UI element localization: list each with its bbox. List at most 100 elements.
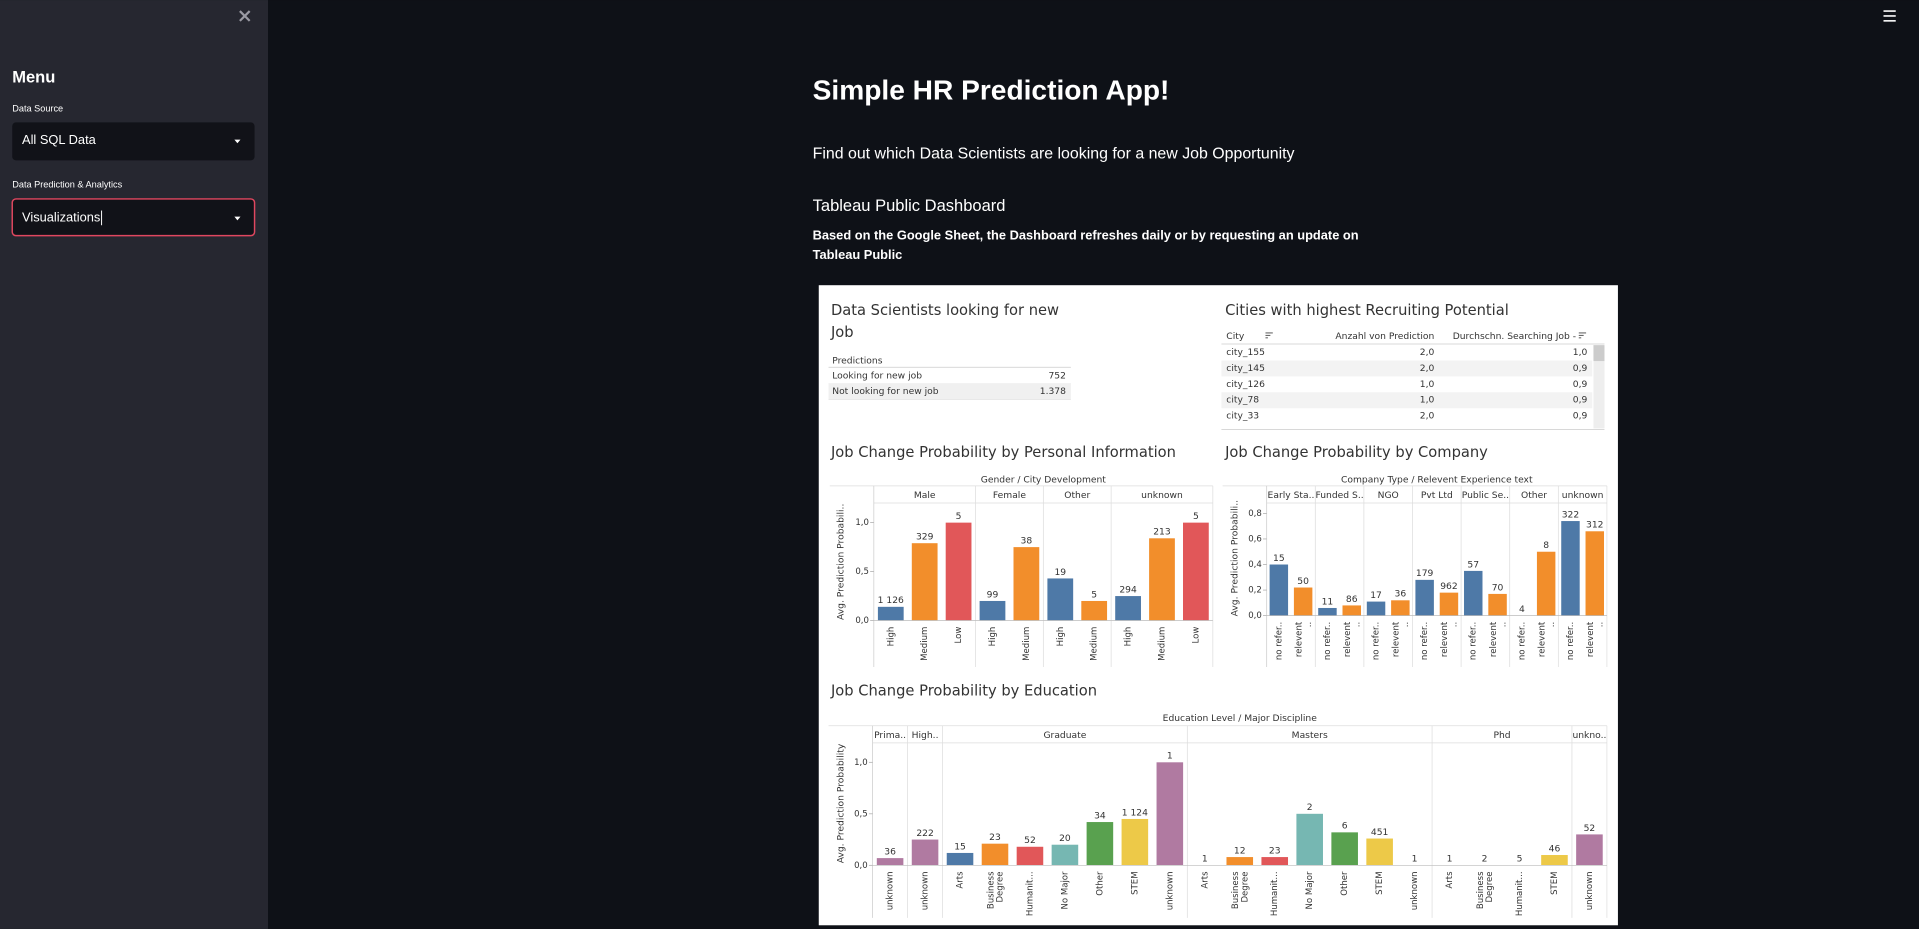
y-axis-label: Avg. Prediction Probabili.. [835, 504, 846, 620]
x-tick-label: no refer.. [1372, 622, 1382, 660]
bar-count-label: 23 [989, 832, 1001, 843]
x-tick-label: unknown [1165, 871, 1175, 910]
group-label: Graduate [1043, 730, 1086, 741]
column-header: Durchschn. Searching Job - [1453, 331, 1576, 342]
x-tick-label: Medium [1090, 627, 1100, 661]
bar-count-label: 222 [916, 828, 933, 839]
tableau-dashboard: Data Scientists looking for new Job Predic… [818, 285, 1618, 926]
table-cell: Not looking for new job [832, 386, 939, 397]
group-label: Pvt Ltd [1421, 490, 1453, 501]
group-label: unknown [1141, 490, 1183, 501]
bar-count-label: 179 [1416, 568, 1434, 579]
x-tick-label: unknown [1410, 871, 1420, 910]
table-cell: city_78 [1226, 395, 1259, 406]
bar [876, 858, 904, 866]
x-tick-label: unknown [1585, 871, 1595, 910]
x-tick-label: STEM [1130, 871, 1140, 894]
bar [1576, 834, 1603, 866]
x-tick-label: no refer.. [1420, 622, 1430, 660]
bar [1464, 570, 1483, 616]
y-tick-label: 0,5 [854, 809, 868, 819]
panel-title: Cities with highest Recruiting Potential [1225, 302, 1509, 319]
bar [1293, 587, 1313, 616]
y-tick-label: 0,8 [1248, 509, 1262, 519]
sidebar-title: Menu [12, 68, 55, 87]
select-value: Visualizations [22, 209, 100, 224]
bar-count-label: 12 [1234, 845, 1246, 856]
bar [1226, 857, 1254, 866]
bar-count-label: 20 [1059, 833, 1071, 844]
bar-count-label: 15 [1273, 553, 1285, 564]
table-cell: 2,0 [1420, 347, 1435, 358]
x-tick-label: no refer.. [1323, 622, 1333, 660]
close-button[interactable] [239, 10, 251, 22]
bar [1115, 596, 1141, 621]
group-label: Prima.. [874, 730, 906, 741]
bar-count-label: 36 [1395, 589, 1407, 600]
table-cell: 0,9 [1573, 395, 1588, 406]
x-tick-label: Arts [956, 871, 966, 889]
bar [1561, 521, 1580, 616]
bar-count-label: 38 [1021, 535, 1033, 546]
x-tick-label: unknown [921, 871, 931, 910]
hamburger-menu[interactable] [1883, 10, 1896, 22]
y-tick-label: 1,0 [855, 518, 869, 528]
bar-count-label: 52 [1024, 835, 1036, 846]
bar-count-label: 312 [1586, 520, 1603, 531]
bar [911, 839, 939, 866]
group-label: unknown [1562, 490, 1604, 501]
y-axis-label: Avg. Prediction Probabili.. [1229, 500, 1240, 616]
bar [945, 522, 972, 621]
table-cell: city_155 [1226, 347, 1265, 358]
app-title: Simple HR Prediction App! [813, 74, 1170, 105]
x-tick-label: Humanit... [1515, 871, 1525, 916]
bar [1051, 844, 1079, 866]
x-tick-label: relevent.. [1440, 621, 1459, 657]
chart-title: Job Change Probability by Personal Infor… [830, 444, 1176, 461]
bar-count-label: 962 [1440, 581, 1457, 592]
table-cell: Looking for new job [832, 370, 922, 381]
bar-count-label: 17 [1370, 590, 1382, 601]
bar-count-label: 1 [1412, 854, 1418, 865]
chart-header: Company Type / Relevent Experience text [1341, 474, 1533, 485]
bar [1415, 579, 1434, 616]
bar-count-label: 36 [884, 846, 896, 857]
table-cell: 2,0 [1420, 363, 1435, 374]
x-tick-label: Humanit... [1025, 871, 1035, 916]
group-label: Funded S.. [1315, 490, 1363, 501]
bar-count-label: 2 [1482, 854, 1488, 865]
bar [1149, 538, 1175, 621]
bar [946, 852, 974, 866]
bar [1296, 813, 1323, 866]
group-label: NGO [1378, 490, 1399, 501]
table-cell: 0,9 [1573, 411, 1588, 422]
select-box[interactable]: Visualizations [11, 198, 256, 237]
group-label: unkno.. [1572, 730, 1606, 741]
bar-count-label: 34 [1094, 810, 1106, 821]
x-tick-label: Humanit... [1270, 871, 1280, 916]
x-tick-label: BusinessDegree [986, 871, 1005, 909]
x-tick-label: BusinessDegree [1475, 871, 1494, 909]
bar-count-label: 15 [954, 841, 966, 852]
bar [1541, 855, 1568, 866]
x-tick-label: Medium [920, 627, 930, 661]
bar-count-label: 52 [1584, 823, 1596, 834]
bar-count-label: 5 [1517, 854, 1523, 865]
group-label: Phd [1493, 730, 1510, 741]
table-cell: city_145 [1226, 363, 1265, 374]
bar-count-label: 8 [1543, 540, 1549, 551]
select-value: All SQL Data [22, 132, 97, 147]
bar-count-label: 99 [987, 589, 999, 600]
select-box[interactable]: All SQL Data [12, 122, 255, 161]
y-tick-label: 0,0 [855, 616, 869, 626]
bar-count-label: 1 [1447, 854, 1453, 865]
group-label: Female [993, 490, 1026, 501]
x-tick-label: STEM [1375, 871, 1385, 894]
x-tick-label: Low [1191, 627, 1201, 644]
bar [911, 543, 938, 621]
bar [1121, 818, 1149, 866]
y-tick-label: 1,0 [854, 758, 868, 768]
bar [979, 600, 1006, 621]
x-tick-label: Other [1095, 871, 1105, 896]
x-tick-label: no refer.. [1566, 622, 1576, 660]
